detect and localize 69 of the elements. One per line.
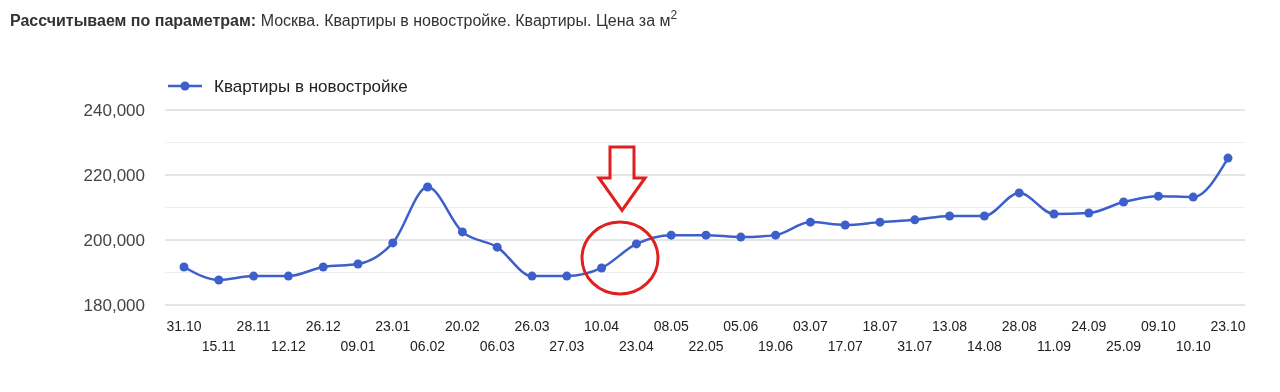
x-tick-label: 17.07 (827, 338, 863, 354)
point (840, 220, 850, 230)
point (423, 182, 433, 192)
point (701, 230, 711, 240)
x-tick-label: 12.12 (270, 338, 307, 354)
x-tick-label: 24.09 (1071, 318, 1107, 334)
x-tick-label: 31.07 (897, 338, 933, 354)
x-tick-label: 08.05 (653, 318, 689, 334)
point (1119, 197, 1129, 207)
point (910, 215, 920, 225)
x-tick-label: 19.06 (758, 338, 794, 354)
point (597, 263, 607, 273)
point (353, 259, 363, 269)
x-tick-label: 27.03 (549, 338, 585, 354)
point (1188, 192, 1198, 202)
point (1049, 209, 1059, 219)
x-tick-label: 13.08 (932, 318, 968, 334)
point (562, 271, 572, 281)
point (979, 211, 989, 221)
x-tick-label: 20.02 (444, 318, 481, 334)
y-tick-label: 200,000 (83, 231, 145, 250)
x-tick-label: 28.08 (1001, 318, 1037, 334)
x-tick-label: 26.03 (514, 318, 550, 334)
point (179, 262, 189, 272)
x-tick-label: 25.09 (1106, 338, 1142, 354)
point (527, 271, 537, 281)
x-tick-label: 10.10 (1175, 338, 1211, 354)
x-tick-label: 06.02 (410, 338, 446, 354)
x-tick-label: 14.08 (966, 338, 1003, 354)
point (1084, 208, 1094, 218)
point (249, 271, 259, 281)
point (875, 217, 885, 227)
x-tick-label: 28.11 (236, 318, 271, 334)
point (1153, 191, 1163, 201)
point (1014, 188, 1024, 198)
point (631, 239, 641, 249)
x-tick-label: 18.07 (862, 318, 898, 334)
y-tick-label: 240,000 (83, 101, 145, 120)
x-tick-label: 06.03 (479, 338, 515, 354)
x-tick-label: 09.10 (1140, 318, 1177, 334)
point (1223, 153, 1233, 163)
point (388, 238, 398, 248)
x-tick-label: 26.12 (305, 318, 341, 334)
point (457, 227, 467, 237)
chart-title: Рассчитываем по параметрам: (10, 12, 257, 29)
y-tick-label: 180,000 (83, 296, 145, 315)
x-tick-label: 03.07 (792, 318, 829, 334)
x-tick-label: 31.10 (166, 318, 202, 334)
x-tick-label: 15.11 (201, 338, 237, 354)
point (492, 242, 502, 252)
point (736, 232, 746, 242)
legend-label: Квартиры в новостройке (214, 77, 408, 96)
x-tick-label: 05.06 (723, 318, 759, 334)
x-tick-label: 23.04 (618, 338, 655, 354)
x-tick-label: 22.05 (688, 338, 724, 354)
x-tick-label: 09.01 (340, 338, 376, 354)
point (945, 211, 955, 221)
chart-subtitle: Москва. Квартиры в новостройке. Квартиры. Цена за м$^{2}$ (260, 8, 678, 29)
x-tick-label: 23.01 (375, 318, 411, 334)
point (771, 230, 781, 240)
point (318, 262, 328, 272)
x-tick-label: 23.10 (1210, 318, 1246, 334)
point (666, 230, 676, 240)
point (805, 217, 815, 227)
x-tick-label: 10.04 (584, 318, 620, 334)
x-tick-label: 11.09 (1037, 338, 1072, 354)
point (214, 275, 224, 285)
y-tick-label: 220,000 (83, 166, 145, 185)
point (283, 271, 293, 281)
